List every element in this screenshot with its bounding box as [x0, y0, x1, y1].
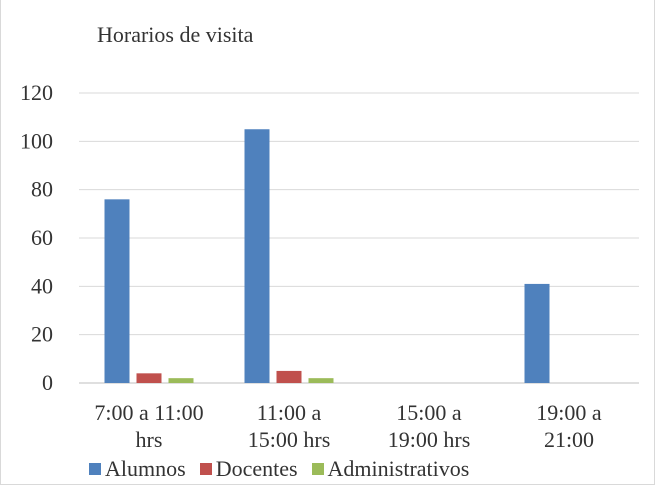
- x-category-label: 11:00 a 15:00 hrs: [248, 400, 331, 452]
- chart-title: Horarios de visita: [97, 22, 254, 47]
- y-tick-label: 100: [20, 128, 53, 153]
- legend: Alumnos Docentes Administrativos: [89, 456, 483, 482]
- x-category-label: 15:00 a 19:00 hrs: [388, 400, 471, 452]
- legend-label: Docentes: [215, 456, 298, 481]
- legend-item-alumnos: Alumnos: [89, 456, 186, 482]
- y-tick-label: 60: [31, 225, 53, 250]
- bar-chart: 0 20 40 60 80 100 120 7:00 a 11:00 hrs 11:00 a 15…: [20, 80, 639, 452]
- y-tick-label: 20: [31, 322, 53, 347]
- legend-label: Alumnos: [105, 456, 186, 481]
- bar-docentes: [276, 370, 302, 383]
- bar-administrativos: [168, 378, 194, 383]
- y-tick-label: 40: [31, 273, 53, 298]
- bar-alumnos: [524, 283, 550, 383]
- legend-swatch: [199, 463, 212, 475]
- y-axis-ticks: 0 20 40 60 80 100 120: [20, 80, 53, 395]
- x-category-label: 19:00 a 21:00: [536, 400, 602, 452]
- bars: [104, 129, 550, 383]
- legend-swatch: [89, 463, 101, 475]
- legend-label: Administrativos: [327, 456, 470, 481]
- bar-administrativos: [308, 378, 334, 383]
- y-tick-label: 80: [31, 177, 53, 202]
- x-axis-labels: 7:00 a 11:00 hrs 11:00 a 15:00 hrs 15:00 a 19…: [94, 400, 602, 452]
- bar-docentes: [136, 373, 162, 383]
- legend-item-administrativos: Administrativos: [311, 456, 470, 482]
- legend-item-docentes: Docentes: [199, 456, 298, 482]
- legend-swatch: [311, 463, 324, 475]
- gridlines: [79, 92, 639, 384]
- y-tick-label: 120: [20, 80, 53, 105]
- x-category-label: 7:00 a 11:00 hrs: [94, 400, 203, 452]
- bar-alumnos: [244, 129, 270, 383]
- bar-alumnos: [104, 199, 130, 383]
- y-tick-label: 0: [42, 370, 53, 395]
